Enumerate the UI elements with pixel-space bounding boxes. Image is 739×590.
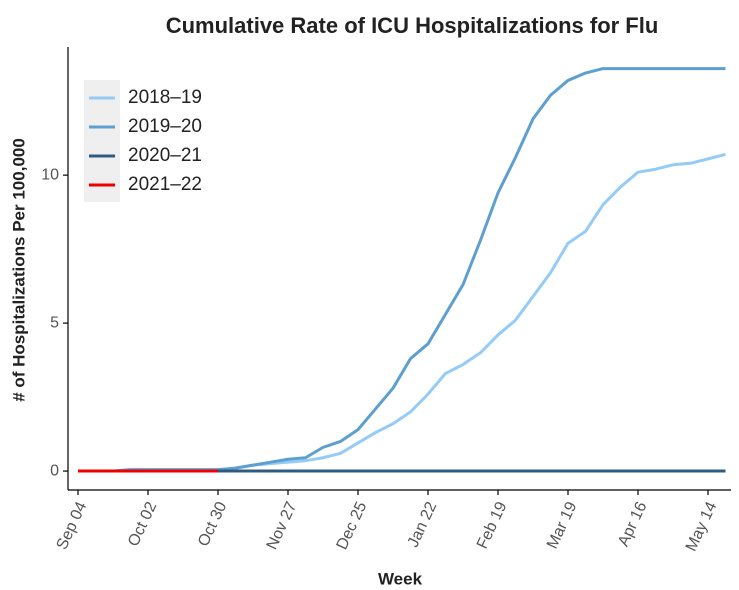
x-tick-label: Nov 27 [264,499,301,552]
x-tick-label: Sep 04 [54,499,91,552]
legend-label: 2019–20 [128,116,202,137]
x-tick-label: Feb 19 [474,499,511,551]
chart-title: Cumulative Rate of ICU Hospitalizations … [166,13,659,38]
y-tick-label: 0 [50,462,59,479]
x-tick-label: Dec 25 [334,499,371,552]
x-tick-label: Oct 30 [195,499,230,549]
x-tick-label: Oct 02 [125,499,160,549]
series-line [78,152,726,473]
x-tick-label: Jan 22 [405,499,441,550]
legend-label: 2018–19 [128,87,202,108]
x-tick-label: Apr 16 [615,499,650,549]
legend-background [84,80,120,202]
legend-label: 2021–22 [128,174,202,195]
legend-label: 2020–21 [128,145,202,166]
x-tick-label: Mar 19 [544,499,581,551]
y-tick-label: 5 [50,314,59,331]
y-tick-label: 10 [41,166,59,183]
x-tick-label: May 14 [683,499,721,554]
y-axis-title: # of Hospitalizations Per 100,000 [9,138,28,402]
x-axis-title: Week [378,569,423,588]
